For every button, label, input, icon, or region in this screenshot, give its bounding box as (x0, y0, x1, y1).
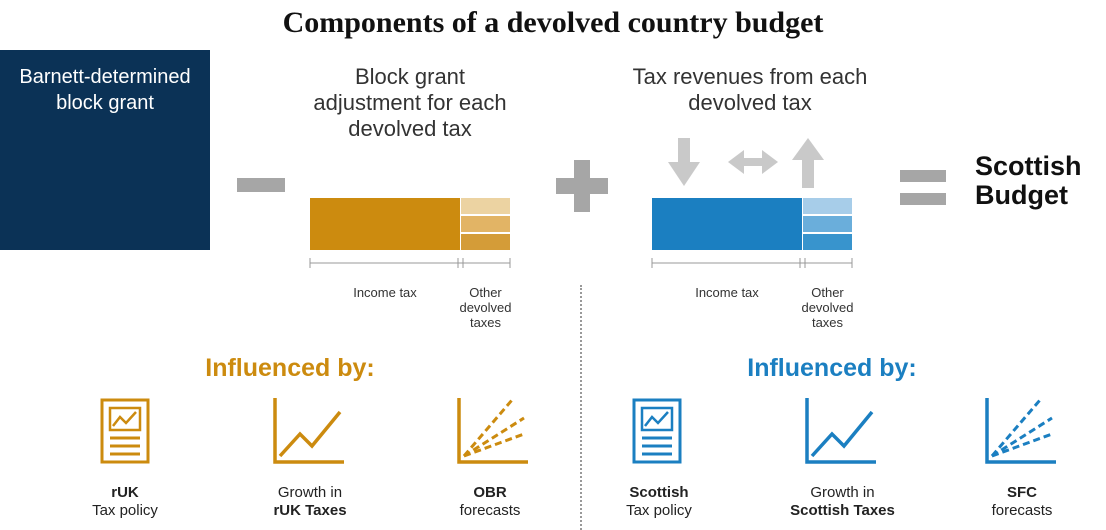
left-factor-3-line2: forecasts (459, 502, 521, 519)
arrow-up-icon (792, 138, 824, 188)
forecast-chart-icon (457, 398, 528, 464)
bga-income-label: Income tax (353, 285, 417, 300)
bga-income-segment (310, 198, 460, 250)
growth-chart-icon (273, 398, 344, 464)
minus-icon (237, 178, 285, 192)
revenue-other-segment-2 (803, 216, 852, 232)
bga-other-label: Other devolved taxes (459, 285, 512, 330)
revenue-income-label: Income tax (695, 285, 759, 300)
block-grant-label: Barnett-determined block grant (19, 66, 191, 114)
right-factor-3-line1: SFC (1007, 484, 1037, 501)
revenue-other-label: Other devolved taxes (801, 285, 854, 330)
right-factor-2: Growth in Scottish Taxes (770, 484, 915, 520)
arrow-down-icon (668, 138, 700, 186)
revenue-income-segment (652, 198, 802, 250)
right-factor-1-line2: Tax policy (626, 502, 692, 519)
left-factor-3-line1: OBR (473, 484, 507, 501)
right-factor-3: SFC forecasts (962, 484, 1082, 520)
right-factor-3-line2: forecasts (991, 502, 1053, 519)
left-factor-3: OBR forecasts (430, 484, 550, 520)
revenue-heading: Tax revenues from each devolved tax (632, 64, 868, 115)
left-factor-2-line2: rUK Taxes (273, 502, 347, 519)
forecast-chart-icon (985, 398, 1056, 464)
section-divider (580, 285, 582, 530)
right-factor-2-line2: Scottish Taxes (790, 502, 895, 519)
left-influenced-heading: Influenced by: (205, 354, 375, 382)
right-influenced-heading: Influenced by: (747, 354, 917, 382)
equals-icon-lower (900, 193, 946, 205)
bga-bar (309, 198, 511, 268)
growth-chart-icon (805, 398, 876, 464)
left-factor-2-line1: Growth in (277, 484, 343, 501)
diagram-title: Components of a devolved country budget (282, 6, 824, 39)
revenue-arrows (668, 138, 824, 188)
right-factor-1: Scottish Tax policy (594, 484, 724, 520)
tax-policy-document-icon (100, 398, 150, 464)
left-factor-1-line2: Tax policy (92, 502, 158, 519)
right-factor-1-line1: Scottish (629, 484, 689, 501)
equals-icon (900, 170, 946, 182)
revenue-other-segment-1 (803, 198, 852, 214)
arrow-left-right-icon (728, 150, 778, 174)
result-label: Scottish Budget (975, 151, 1082, 210)
tax-policy-document-icon (632, 398, 682, 464)
left-factor-1-line1: rUK (111, 484, 139, 501)
bga-heading: Block grant adjustment for each devolved… (313, 64, 507, 141)
right-factor-2-line1: Growth in (810, 484, 875, 501)
revenue-bar (651, 198, 853, 268)
bga-other-segment-3 (461, 234, 510, 250)
bga-other-segment-1 (461, 198, 510, 214)
left-factor-2: Growth in rUK Taxes (240, 484, 380, 520)
left-factor-1: rUK Tax policy (60, 484, 190, 520)
block-grant-box: Barnett-determined block grant (0, 50, 210, 250)
bga-other-segment-2 (461, 216, 510, 232)
plus-icon-vertical (574, 160, 590, 212)
revenue-other-segment-3 (803, 234, 852, 250)
